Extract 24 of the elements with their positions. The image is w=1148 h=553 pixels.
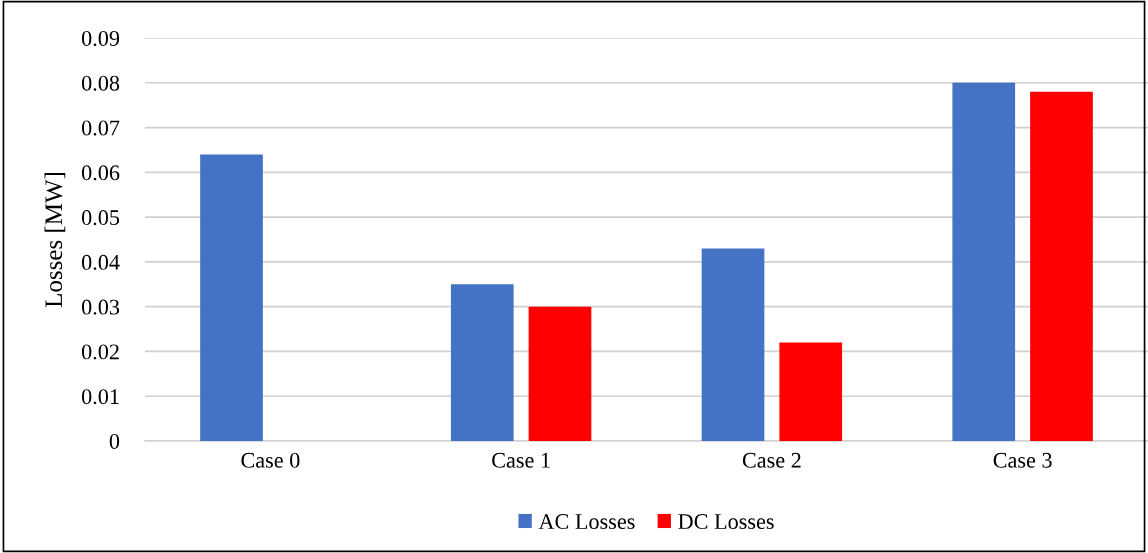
bar (952, 82, 1016, 441)
x-tick-label: Case 0 (241, 452, 300, 468)
y-tick-label: 0 (109, 433, 120, 449)
y-tick-label: 0.08 (81, 75, 120, 91)
y-tick-label: 0.06 (81, 165, 120, 181)
x-tick-label: Case 2 (742, 452, 801, 468)
y-tick-label: 0.09 (81, 30, 120, 47)
y-tick-label: 0.02 (81, 344, 119, 360)
bar (779, 342, 843, 441)
y-tick-label: 0.05 (81, 210, 120, 226)
bar (450, 284, 514, 441)
bar (200, 154, 263, 441)
legend-label: AC Losses (538, 514, 635, 530)
bar (701, 248, 765, 441)
x-tick-label: Case 1 (492, 452, 550, 468)
y-tick-label: 0.01 (81, 389, 119, 405)
bar (1030, 91, 1093, 441)
x-tick-label: Case 3 (993, 452, 1052, 468)
y-axis-title: Losses [MW] (44, 172, 66, 308)
bar (528, 306, 592, 441)
y-tick-label: 0.03 (81, 299, 120, 315)
y-tick-label: 0.07 (81, 120, 120, 136)
legend-label: DC Losses (678, 514, 774, 530)
y-tick-label: 0.04 (81, 254, 120, 270)
